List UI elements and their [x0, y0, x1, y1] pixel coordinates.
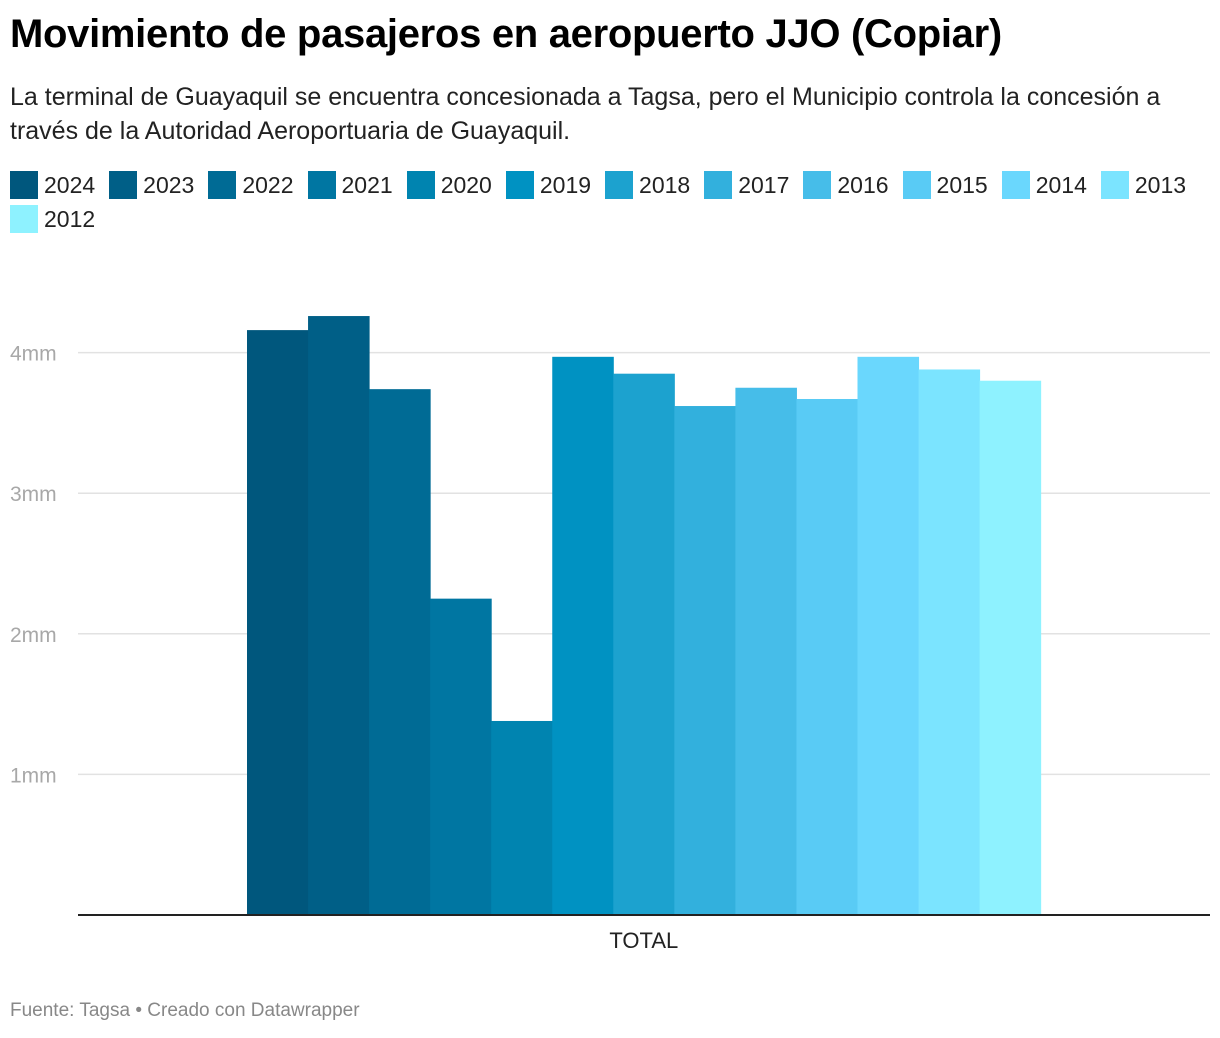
y-tick-label: 2mm — [10, 624, 57, 647]
chart-legend: 2024 2023 2022 2021 2020 2019 2018 2017 2016 2015… — [10, 168, 1210, 236]
legend-label: 2020 — [440, 171, 492, 198]
legend-item-2012: 2012 — [10, 202, 95, 236]
bar-2024 — [247, 330, 309, 915]
bar-2013 — [918, 369, 981, 915]
legend-item-2017: 2017 — [704, 168, 789, 202]
legend-label: 2014 — [1035, 171, 1087, 198]
legend-label: 2012 — [44, 205, 96, 232]
y-tick-label: 4mm — [10, 343, 57, 366]
legend-item-2019: 2019 — [505, 168, 592, 202]
bar-2015 — [796, 398, 858, 915]
legend-label: 2021 — [341, 171, 393, 198]
bar-2012 — [979, 380, 1042, 916]
bar-2020 — [491, 720, 553, 915]
bar-2019 — [552, 356, 614, 915]
y-tick-label: 1mm — [10, 764, 57, 787]
legend-swatch — [803, 171, 832, 199]
legend-item-2013: 2013 — [1100, 168, 1187, 202]
bar-2017 — [674, 406, 736, 915]
legend-swatch — [704, 171, 733, 199]
chart-subtitle: La terminal de Guayaquil se encuentra co… — [10, 83, 1161, 145]
legend-item-2020: 2020 — [406, 168, 492, 202]
bar-2022 — [369, 389, 431, 915]
legend-swatch — [406, 171, 435, 199]
legend-swatch — [10, 171, 38, 199]
y-tick-label: 3mm — [10, 483, 57, 506]
bar-2014 — [857, 356, 920, 915]
legend-label: 2017 — [738, 171, 790, 198]
legend-swatch — [902, 171, 931, 199]
legend-item-2023: 2023 — [109, 168, 194, 202]
legend-swatch — [307, 171, 336, 199]
legend-item-2016: 2016 — [803, 168, 889, 202]
legend-swatch — [1001, 171, 1030, 199]
chart-title: Movimiento de pasajeros en aeropuerto JJ… — [10, 12, 1002, 56]
legend-swatch — [605, 171, 634, 199]
bar-chart: 1mm 2mm 3mm 4mm TOTAL — [10, 316, 1210, 953]
chart-footer: Fuente: Tagsa • Creado con Datawrapper — [10, 1000, 360, 1021]
legend-label: 2013 — [1134, 171, 1187, 198]
legend-label: 2016 — [837, 171, 889, 198]
legend-label: 2018 — [639, 171, 691, 198]
legend-label: 2022 — [242, 171, 294, 198]
legend-label: 2015 — [936, 171, 988, 198]
legend-swatch — [10, 205, 38, 233]
legend-swatch — [208, 171, 237, 199]
legend-swatch — [1100, 171, 1129, 199]
legend-label: 2024 — [44, 171, 96, 198]
legend-item-2014: 2014 — [1001, 168, 1087, 202]
legend-item-2021: 2021 — [307, 168, 393, 202]
bar-2021 — [430, 598, 492, 915]
bar-2018 — [613, 373, 675, 915]
legend-label: 2023 — [143, 171, 195, 198]
legend-item-2015: 2015 — [902, 168, 988, 202]
legend-item-2024: 2024 — [10, 168, 95, 202]
bar-2016 — [735, 387, 797, 915]
legend-swatch — [109, 171, 138, 199]
bar-2023 — [308, 316, 370, 915]
legend-swatch — [505, 171, 534, 199]
legend-label: 2019 — [539, 171, 592, 198]
legend-item-2022: 2022 — [208, 168, 294, 202]
x-tick-label: TOTAL — [609, 928, 678, 953]
legend-item-2018: 2018 — [605, 168, 690, 202]
